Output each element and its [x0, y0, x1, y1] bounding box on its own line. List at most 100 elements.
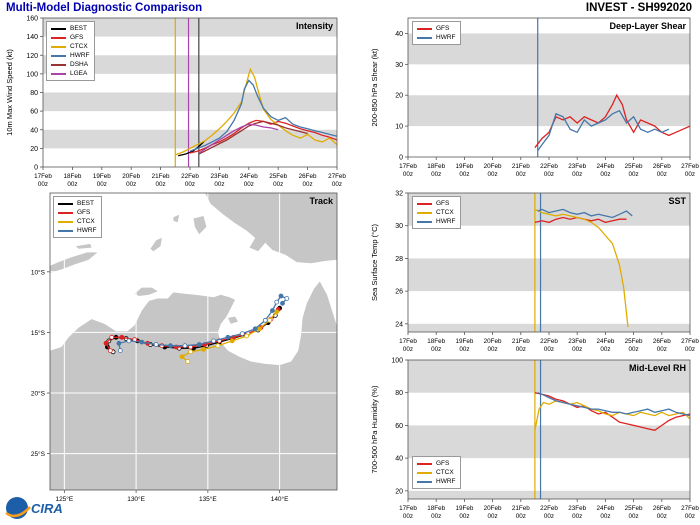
land-timor	[50, 252, 98, 273]
track-point	[116, 340, 122, 346]
legend-label: HWRF	[70, 52, 90, 59]
lon-tick-label: 140°E	[271, 495, 289, 503]
x-tick-label: 20Feb	[484, 338, 502, 345]
x-tick-sublabel: 00z	[629, 513, 639, 520]
x-tick-sublabel: 00z	[629, 346, 639, 353]
x-tick-sublabel: 00z	[431, 513, 441, 520]
legend-item: GFS	[417, 199, 456, 208]
x-tick-sublabel: 00z	[544, 346, 554, 353]
track-point	[284, 296, 290, 301]
track-point	[153, 342, 159, 347]
legend-swatch-dsha	[51, 63, 66, 66]
x-tick-label: 24Feb	[596, 338, 614, 345]
x-tick-sublabel: 00z	[67, 181, 77, 188]
track-point	[126, 338, 132, 344]
x-tick-label: 18Feb	[63, 173, 81, 180]
x-tick-sublabel: 00z	[403, 513, 413, 520]
track-chart: 125°E 130°E 135°E 140°E 10°S 15°S 20°S 25°S Trac…	[31, 192, 338, 503]
y-tick-label: 20	[395, 93, 403, 100]
x-tick-sublabel: 00z	[544, 171, 554, 178]
legend-item: GFS	[58, 208, 97, 217]
x-tick-label: 27Feb	[681, 338, 699, 345]
lat-tick-label: 10°S	[31, 268, 46, 276]
y-tick-label: 32	[395, 191, 403, 198]
y-tick-label: 40	[30, 127, 38, 134]
track-title: Track	[309, 196, 334, 206]
y-tick-label: 60	[395, 423, 403, 430]
lon-tick-label: 125°E	[55, 495, 73, 503]
x-tick-sublabel: 00z	[488, 513, 498, 520]
x-tick-sublabel: 00z	[214, 181, 224, 188]
legend-swatch-ctcx	[58, 220, 73, 223]
y-tick-label: 26	[395, 289, 403, 296]
x-tick-label: 19Feb	[93, 173, 111, 180]
x-tick-sublabel: 00z	[38, 181, 48, 188]
rh-ylabel: 700-500 hPa Humidity (%)	[370, 385, 379, 473]
track-point	[185, 359, 191, 364]
shear-legend: GFS HWRF	[412, 21, 461, 45]
track-point	[269, 308, 275, 314]
x-tick-label: 25Feb	[625, 163, 643, 170]
land-groote-eylandt	[227, 316, 238, 324]
logo-swoosh	[5, 506, 31, 518]
x-tick-sublabel: 00z	[488, 171, 498, 178]
track-point	[274, 299, 280, 305]
legend-label: GFS	[436, 460, 450, 467]
legend-swatch-gfs	[417, 462, 432, 465]
land-australia	[50, 281, 337, 490]
series-gfs	[534, 392, 691, 431]
x-tick-sublabel: 00z	[600, 513, 610, 520]
legend-label: HWRF	[77, 227, 97, 234]
y-tick-label: 40	[395, 31, 403, 38]
track-point	[117, 348, 123, 354]
x-tick-sublabel: 00z	[685, 171, 695, 178]
track-point	[179, 354, 185, 360]
intensity-title: Intensity	[296, 21, 333, 31]
legend-item: LGEA	[51, 69, 90, 78]
series-ctcx	[534, 208, 629, 328]
y-tick-label: 0	[34, 165, 38, 172]
x-tick-sublabel: 00z	[685, 346, 695, 353]
land-melville-island	[134, 287, 158, 296]
x-tick-sublabel: 00z	[657, 513, 667, 520]
legend-item: DSHA	[51, 60, 90, 69]
series-hwrf	[189, 79, 338, 152]
y-tick-label: 100	[391, 358, 403, 365]
track-legend: BEST GFS CTCX HWRF	[53, 196, 102, 238]
track-point	[107, 348, 113, 354]
x-tick-sublabel: 00z	[544, 513, 554, 520]
x-tick-label: 17Feb	[399, 505, 417, 512]
x-tick-label: 22Feb	[540, 338, 558, 345]
legend-label: LGEA	[70, 70, 88, 77]
x-tick-sublabel: 00z	[600, 346, 610, 353]
legend-item: GFS	[51, 33, 90, 42]
intensity-ylabel: 10m Max Wind Speed (kt)	[5, 49, 14, 136]
legend-swatch-hwrf	[417, 36, 432, 39]
y-tick-label: 60	[30, 109, 38, 116]
legend-item: HWRF	[417, 217, 456, 226]
series-lgea	[198, 123, 279, 154]
legend-label: GFS	[70, 34, 84, 41]
track-point	[119, 334, 125, 340]
x-tick-label: 17Feb	[34, 173, 52, 180]
x-tick-sublabel: 00z	[657, 346, 667, 353]
x-tick-label: 23Feb	[210, 173, 228, 180]
track-point	[262, 317, 268, 323]
series-best	[178, 140, 206, 157]
series-ctcx	[534, 400, 691, 431]
series-hwrf	[537, 109, 670, 152]
track-ctcx	[180, 311, 278, 363]
x-tick-label: 23Feb	[568, 505, 586, 512]
legend-item: GFS	[417, 459, 456, 468]
legend-swatch-gfs	[58, 211, 73, 214]
legend-item: CTCX	[51, 42, 90, 51]
legend-label: GFS	[436, 25, 450, 32]
track-point	[168, 343, 173, 349]
land-wetar	[75, 243, 92, 249]
land-aru	[193, 216, 207, 235]
legend-swatch-ctcx	[417, 471, 432, 474]
x-tick-sublabel: 00z	[403, 346, 413, 353]
legend-item: GFS	[417, 24, 456, 33]
x-tick-label: 19Feb	[455, 338, 473, 345]
